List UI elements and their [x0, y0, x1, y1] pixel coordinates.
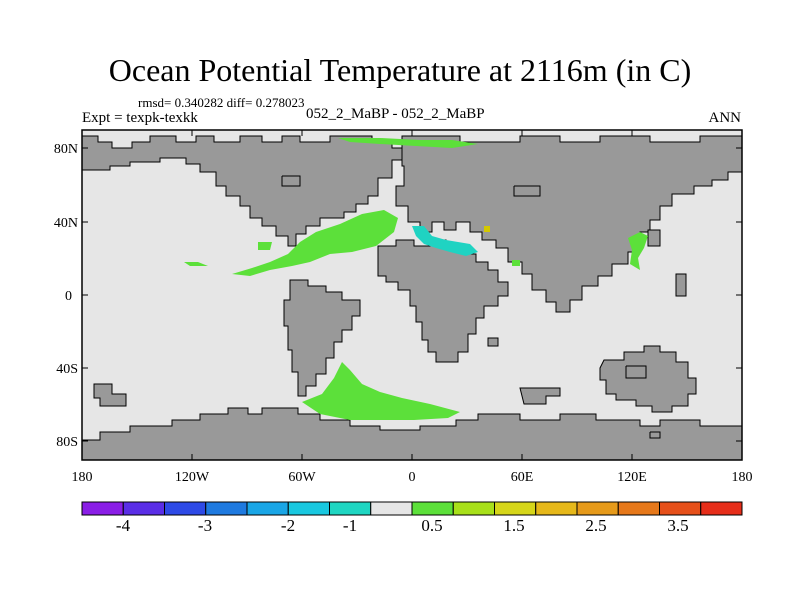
colorbar-box [452, 501, 495, 516]
colorbar-box [205, 501, 248, 516]
land-island-5 [647, 229, 661, 247]
land-eurasia [395, 135, 743, 313]
lon-label-180e: 180 [732, 470, 753, 485]
colorbar-box [494, 501, 537, 516]
land-island-3 [487, 337, 499, 347]
colorbar-box [164, 501, 207, 516]
diff-positive-atlantic [232, 210, 398, 276]
land-masses [81, 135, 743, 461]
lat-label-80s: 80S [56, 435, 78, 450]
lon-labels: 180 120W 60W 0 60E 120E 180 [72, 470, 753, 485]
colorbar-box [122, 501, 165, 516]
land-australia [599, 345, 697, 413]
diff-positive-arctic [338, 138, 478, 148]
lon-label-0: 0 [409, 470, 416, 485]
colorbar-box [535, 501, 578, 516]
colorbar-box [246, 501, 289, 516]
colorbar-label-8: 3.5 [667, 516, 688, 535]
diff-positive-southern [302, 362, 460, 420]
colorbar-box [329, 501, 372, 516]
colorbar-label-7: 2.5 [585, 516, 606, 535]
colorbar-box [700, 501, 743, 516]
coast-contours [281, 175, 661, 439]
diff-patches [184, 138, 648, 420]
colorbar-box [370, 501, 413, 516]
map-subtitle: 052_2_MaBP - 052_2_MaBP [306, 106, 485, 122]
lat-label-0: 0 [65, 289, 72, 304]
colorbar-label-3: -2 [281, 516, 295, 535]
colorbar: -4 -3 -2 -1 0.5 1.5 2.5 3.5 [81, 501, 743, 535]
lat-label-40s: 40S [56, 362, 78, 377]
land-south-america [283, 279, 361, 397]
colorbar-label-1: -4 [116, 516, 131, 535]
colorbar-box [411, 501, 454, 516]
colorbar-box [617, 501, 660, 516]
colorbar-label-5: 0.5 [421, 516, 442, 535]
colorbar-label-6: 1.5 [503, 516, 524, 535]
land-island-4 [675, 273, 687, 297]
colorbar-box [576, 501, 619, 516]
diff-mid-positive-spot [484, 226, 490, 232]
lon-label-120w: 120W [175, 470, 210, 485]
lat-label-80n: 80N [54, 142, 78, 157]
season-label: ANN [708, 110, 742, 126]
experiment-label: Expt = texpk-texkk [82, 110, 198, 126]
diff-positive-pacific-west [628, 232, 648, 270]
land-island-1 [93, 383, 127, 407]
colorbar-box [81, 501, 124, 516]
map-title: Ocean Potential Temperature at 2116m (in… [108, 52, 692, 88]
map-ticks [82, 130, 742, 460]
lon-label-120e: 120E [617, 470, 647, 485]
land-island-2 [519, 387, 561, 405]
diff-negative-mediterranean [412, 226, 478, 256]
diff-positive-small-3 [512, 260, 520, 266]
lon-label-60w: 60W [288, 470, 316, 485]
colorbar-box [287, 501, 330, 516]
colorbar-box [659, 501, 702, 516]
diff-positive-small-1 [258, 242, 272, 250]
lon-label-180w: 180 [72, 470, 93, 485]
lat-label-40n: 40N [54, 216, 78, 231]
lat-labels: 80N 40N 0 40S 80S [54, 142, 78, 450]
diff-positive-small-2 [184, 262, 208, 266]
lon-label-60e: 60E [511, 470, 534, 485]
land-north-america [81, 135, 403, 247]
stats-text: rmsd= 0.340282 diff= 0.278023 [138, 95, 305, 110]
colorbar-label-2: -3 [198, 516, 212, 535]
land-antarctica [81, 407, 743, 461]
colorbar-label-4: -1 [343, 516, 357, 535]
